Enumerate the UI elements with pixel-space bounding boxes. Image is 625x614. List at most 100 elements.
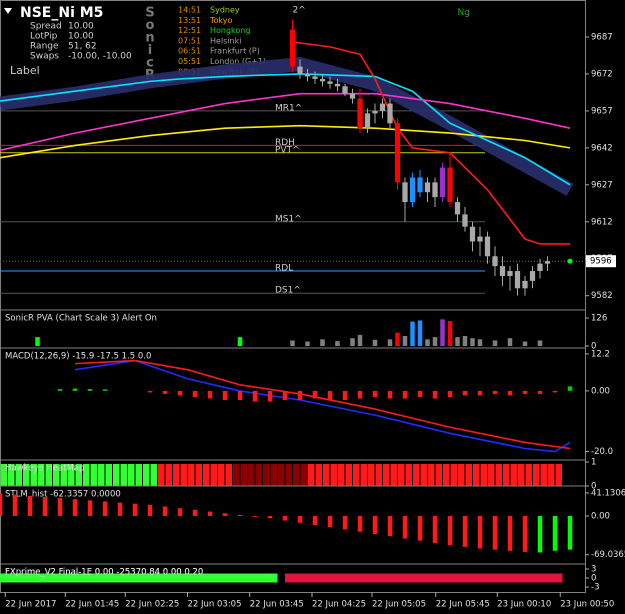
heat-cell <box>68 464 75 486</box>
histogram-bar <box>410 321 415 346</box>
x-tick-label: 22 Jun 03:05 <box>188 600 242 610</box>
histogram-bar <box>372 516 378 534</box>
heat-cell <box>390 464 397 486</box>
y-tick-label: -3 <box>591 583 599 593</box>
histogram-bar <box>102 501 108 517</box>
candle-body <box>462 214 468 227</box>
histogram-bar <box>522 341 528 346</box>
session-name: Sydney <box>210 6 240 15</box>
info-value: 51, 62 <box>68 42 97 52</box>
heat-cell <box>360 464 367 486</box>
info-label: Spread <box>30 22 62 32</box>
candle-body <box>507 271 513 276</box>
histogram-bar <box>417 516 423 541</box>
histogram-bar <box>207 511 213 517</box>
histogram-bar <box>432 390 438 399</box>
heat-cell <box>248 464 255 486</box>
x-tick-label: 22 Jun 05:45 <box>436 600 490 610</box>
histogram-bar <box>290 340 295 346</box>
histogram-bar <box>350 338 355 346</box>
histogram-bar <box>57 498 63 517</box>
candle-body <box>454 202 461 215</box>
y-tick-label: 126 <box>591 314 607 324</box>
heat-cell <box>540 464 547 486</box>
sonic-letter: S <box>145 6 154 21</box>
heat-cell <box>495 464 502 486</box>
histogram-bar <box>312 516 318 525</box>
candle-body <box>357 98 363 129</box>
histogram-bar <box>222 513 228 517</box>
ma-line <box>0 92 571 152</box>
x-tick-label: 22 Jun 2017 <box>5 600 56 610</box>
candle-body <box>297 66 303 74</box>
histogram-bar <box>267 516 273 519</box>
histogram-bar <box>477 390 483 396</box>
pane-title: STLM_hist -62.3357 0.0000 <box>5 490 121 500</box>
histogram-bar <box>102 389 108 391</box>
sonic-letter: c <box>146 56 154 71</box>
y-tick-label: 12.2 <box>591 349 610 359</box>
histogram-bar <box>462 336 468 346</box>
heat-cell <box>53 464 60 486</box>
pane-title: Hawkeye HeatMap <box>5 464 84 474</box>
heat-cell <box>488 464 495 486</box>
histogram-bar <box>237 390 243 400</box>
heat-cell <box>510 464 517 486</box>
histogram-bar <box>447 390 453 397</box>
candle-body <box>312 76 318 79</box>
level-label: DS1^ <box>275 286 301 296</box>
heat-cell <box>113 464 120 486</box>
heat-cell <box>428 464 435 486</box>
histogram-bar <box>552 390 558 393</box>
histogram-bar <box>447 321 453 346</box>
heat-cell <box>60 464 67 486</box>
candle-body <box>387 103 393 124</box>
menu-icon[interactable] <box>4 8 12 14</box>
heat-cell <box>413 464 420 486</box>
candle-body <box>537 263 543 272</box>
pane-title: SonicR PVA (Chart Scale 3) Alert On <box>5 314 157 324</box>
histogram-bar <box>42 496 48 517</box>
plot-frame <box>0 0 586 593</box>
x-tick-label: 22 Jun 02:25 <box>125 600 179 610</box>
histogram-bar <box>537 516 543 553</box>
candle-body <box>409 177 416 203</box>
candle-body <box>289 29 296 67</box>
heat-cell <box>263 464 270 486</box>
histogram-bar <box>320 339 325 346</box>
heat-cell <box>525 464 532 486</box>
y-tick-label: 9657 <box>591 106 613 116</box>
histogram-bar <box>162 506 168 517</box>
annotation: 2^ <box>293 5 306 15</box>
heat-cell <box>255 464 262 486</box>
heat-cell <box>233 464 240 486</box>
histogram-bar <box>567 516 573 550</box>
x-tick-label: 22 Jun 04:25 <box>312 600 366 610</box>
heat-cell <box>450 464 457 486</box>
heat-cell <box>173 464 180 486</box>
histogram-bar <box>117 502 123 517</box>
candle-body <box>319 78 326 82</box>
candle-body <box>372 110 378 114</box>
price-dot <box>567 258 573 264</box>
histogram-bar <box>297 390 303 400</box>
histogram-bar <box>477 516 483 549</box>
histogram-bar <box>417 390 423 397</box>
heat-cell <box>435 464 442 486</box>
level-label: PVT^ <box>275 145 300 155</box>
tag: Label <box>10 64 40 77</box>
histogram-bar <box>357 334 363 346</box>
symbol: NSE_Ni M5 <box>20 5 103 21</box>
histogram-bar <box>312 390 318 399</box>
pane-title: FXprime_V2 Final-1E 0.00 -25370.84 0.00 … <box>5 568 203 578</box>
heat-cell <box>240 464 247 486</box>
heat-cell <box>405 464 412 486</box>
y-tick-label: 9687 <box>591 33 613 43</box>
candle-body <box>394 123 401 183</box>
heat-cell <box>473 464 480 486</box>
heat-cell <box>375 464 382 486</box>
heat-cell <box>75 464 82 486</box>
heat-cell <box>338 464 345 486</box>
histogram-bar <box>372 339 378 346</box>
x-tick-label: 23 Jun 00:10 <box>497 600 551 610</box>
